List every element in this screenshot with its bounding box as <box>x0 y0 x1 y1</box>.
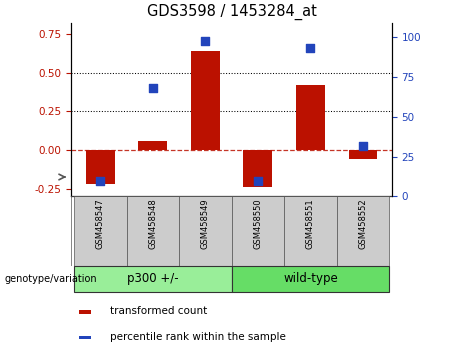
Text: GSM458549: GSM458549 <box>201 199 210 249</box>
Bar <box>191 51 220 150</box>
Bar <box>86 150 115 184</box>
Bar <box>337 196 389 266</box>
Text: GSM458548: GSM458548 <box>148 199 157 249</box>
Text: percentile rank within the sample: percentile rank within the sample <box>111 332 286 342</box>
Text: GSM458550: GSM458550 <box>254 199 262 249</box>
Text: p300 +/-: p300 +/- <box>127 272 179 285</box>
Bar <box>231 266 389 292</box>
Bar <box>243 150 272 187</box>
Text: GSM458552: GSM458552 <box>359 199 367 249</box>
Bar <box>349 150 378 159</box>
Text: GSM458551: GSM458551 <box>306 199 315 249</box>
Title: GDS3598 / 1453284_at: GDS3598 / 1453284_at <box>147 4 317 20</box>
Bar <box>296 85 325 150</box>
Text: wild-type: wild-type <box>283 272 338 285</box>
Bar <box>79 336 91 339</box>
Point <box>149 85 157 91</box>
Text: transformed count: transformed count <box>111 306 207 316</box>
Bar <box>231 196 284 266</box>
Text: genotype/variation: genotype/variation <box>5 274 97 284</box>
Bar <box>79 310 91 314</box>
Point <box>202 38 209 43</box>
Point <box>307 46 314 51</box>
Point <box>359 143 366 148</box>
Bar <box>179 196 231 266</box>
Bar <box>284 196 337 266</box>
Bar <box>138 142 167 150</box>
Point <box>254 178 261 183</box>
Bar <box>127 196 179 266</box>
Point <box>97 178 104 183</box>
Text: GSM458547: GSM458547 <box>96 199 105 249</box>
Bar <box>74 196 127 266</box>
Bar <box>74 266 231 292</box>
